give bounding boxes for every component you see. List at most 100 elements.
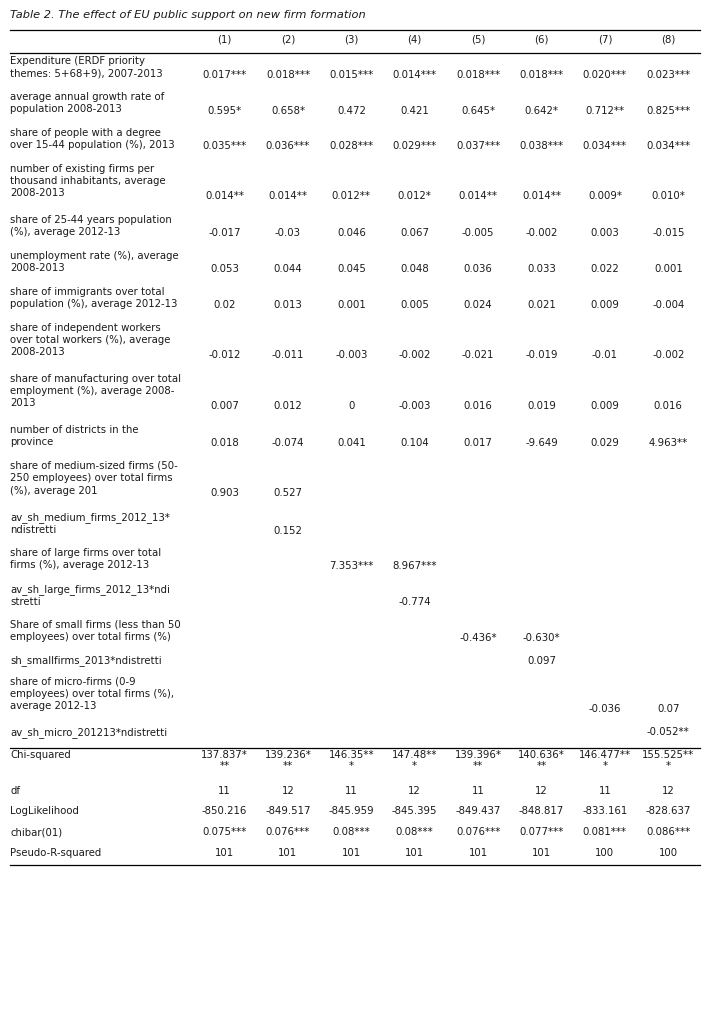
Text: 0.028***: 0.028*** <box>329 142 374 151</box>
Text: -0.021: -0.021 <box>462 350 494 359</box>
Text: average annual growth rate of
population 2008-2013: average annual growth rate of population… <box>10 91 164 114</box>
Text: -850.216: -850.216 <box>202 806 247 816</box>
Text: 0.019: 0.019 <box>527 402 556 411</box>
Text: -0.052**: -0.052** <box>647 727 689 737</box>
Text: 0.077***: 0.077*** <box>520 827 564 837</box>
Text: Pseudo-R-squared: Pseudo-R-squared <box>10 848 102 858</box>
Text: 0.001: 0.001 <box>337 300 366 310</box>
Text: (6): (6) <box>534 34 548 44</box>
Text: 12: 12 <box>535 786 548 796</box>
Text: -9.649: -9.649 <box>525 439 558 449</box>
Text: 139.396*
**: 139.396* ** <box>455 750 502 771</box>
Text: 146.477**
*: 146.477** * <box>579 750 631 771</box>
Text: av_sh_micro_201213*ndistretti: av_sh_micro_201213*ndistretti <box>10 727 167 738</box>
Text: share of people with a degree
over 15-44 population (%), 2013: share of people with a degree over 15-44… <box>10 127 175 150</box>
Text: 0.009: 0.009 <box>591 402 620 411</box>
Text: 0.067: 0.067 <box>400 228 429 238</box>
Text: 137.837*
**: 137.837* ** <box>201 750 248 771</box>
Text: 155.525**
*: 155.525** * <box>642 750 694 771</box>
Text: 0.021: 0.021 <box>527 300 556 310</box>
Text: unemployment rate (%), average
2008-2013: unemployment rate (%), average 2008-2013 <box>10 251 178 273</box>
Text: 101: 101 <box>532 848 551 858</box>
Text: Expenditure (ERDF priority
themes: 5+68+9), 2007-2013: Expenditure (ERDF priority themes: 5+68+… <box>10 55 163 78</box>
Text: 7.353***: 7.353*** <box>329 562 374 571</box>
Text: 0.035***: 0.035*** <box>202 142 247 151</box>
Text: 0.046: 0.046 <box>337 228 366 238</box>
Text: 0.104: 0.104 <box>400 439 429 449</box>
Text: 0.595*: 0.595* <box>207 106 242 115</box>
Text: 0: 0 <box>348 402 355 411</box>
Text: -0.002: -0.002 <box>525 228 558 238</box>
Text: -0.003: -0.003 <box>335 350 367 359</box>
Text: 101: 101 <box>342 848 361 858</box>
Text: 100: 100 <box>595 848 615 858</box>
Text: 0.016: 0.016 <box>464 402 493 411</box>
Text: 101: 101 <box>469 848 488 858</box>
Text: -0.015: -0.015 <box>652 228 685 238</box>
Text: (1): (1) <box>217 34 232 44</box>
Text: -0.074: -0.074 <box>271 439 304 449</box>
Text: 0.086***: 0.086*** <box>646 827 690 837</box>
Text: -0.002: -0.002 <box>398 350 431 359</box>
Text: 0.033: 0.033 <box>527 264 556 274</box>
Text: 0.009*: 0.009* <box>588 191 622 201</box>
Text: 0.029: 0.029 <box>591 439 620 449</box>
Text: Table 2. The effect of EU public support on new firm formation: Table 2. The effect of EU public support… <box>10 10 366 20</box>
Text: 0.075***: 0.075*** <box>202 827 247 837</box>
Text: 8.967***: 8.967*** <box>393 562 437 571</box>
Text: 0.023***: 0.023*** <box>646 70 690 80</box>
Text: 0.037***: 0.037*** <box>456 142 501 151</box>
Text: 0.005: 0.005 <box>400 300 429 310</box>
Text: 0.009: 0.009 <box>591 300 620 310</box>
Text: 0.013: 0.013 <box>274 300 302 310</box>
Text: 0.034***: 0.034*** <box>583 142 627 151</box>
Text: 0.024: 0.024 <box>464 300 493 310</box>
Text: 0.018***: 0.018*** <box>266 70 310 80</box>
Text: -0.011: -0.011 <box>271 350 304 359</box>
Text: av_sh_large_firms_2012_13*ndi
stretti: av_sh_large_firms_2012_13*ndi stretti <box>10 583 170 607</box>
Text: 12: 12 <box>662 786 675 796</box>
Text: 11: 11 <box>599 786 611 796</box>
Text: (2): (2) <box>281 34 295 44</box>
Text: -849.517: -849.517 <box>265 806 311 816</box>
Text: 0.08***: 0.08*** <box>396 827 434 837</box>
Text: 0.015***: 0.015*** <box>329 70 374 80</box>
Text: av_sh_medium_firms_2012_13*
ndistretti: av_sh_medium_firms_2012_13* ndistretti <box>10 511 170 535</box>
Text: 0.053: 0.053 <box>210 264 239 274</box>
Text: 0.097: 0.097 <box>527 655 556 665</box>
Text: 101: 101 <box>278 848 298 858</box>
Text: 0.903: 0.903 <box>210 488 239 498</box>
Text: -0.003: -0.003 <box>398 402 431 411</box>
Text: -0.019: -0.019 <box>525 350 558 359</box>
Text: 0.076***: 0.076*** <box>266 827 310 837</box>
Text: 101: 101 <box>215 848 234 858</box>
Text: (3): (3) <box>344 34 359 44</box>
Text: 0.018: 0.018 <box>210 439 239 449</box>
Text: chibar(01): chibar(01) <box>10 827 62 837</box>
Text: 0.472: 0.472 <box>337 106 366 115</box>
Text: sh_smallfirms_2013*ndistretti: sh_smallfirms_2013*ndistretti <box>10 655 161 667</box>
Text: 0.041: 0.041 <box>337 439 366 449</box>
Text: (4): (4) <box>407 34 422 44</box>
Text: -0.017: -0.017 <box>208 228 241 238</box>
Text: 101: 101 <box>405 848 424 858</box>
Text: LogLikelihood: LogLikelihood <box>10 806 79 816</box>
Text: 0.007: 0.007 <box>210 402 239 411</box>
Text: share of independent workers
over total workers (%), average
2008-2013: share of independent workers over total … <box>10 322 171 357</box>
Text: 0.014**: 0.014** <box>269 191 307 201</box>
Text: -0.036: -0.036 <box>589 703 621 714</box>
Text: 0.421: 0.421 <box>400 106 429 115</box>
Text: 0.014**: 0.014** <box>205 191 244 201</box>
Text: 0.036***: 0.036*** <box>266 142 310 151</box>
Text: 0.018***: 0.018*** <box>520 70 563 80</box>
Text: -0.774: -0.774 <box>398 598 431 607</box>
Text: -845.395: -845.395 <box>392 806 438 816</box>
Text: -833.161: -833.161 <box>582 806 627 816</box>
Text: share of manufacturing over total
employment (%), average 2008-
2013: share of manufacturing over total employ… <box>10 374 181 409</box>
Text: -0.630*: -0.630* <box>522 634 560 643</box>
Text: -0.004: -0.004 <box>652 300 685 310</box>
Text: 0.02: 0.02 <box>214 300 235 310</box>
Text: 0.152: 0.152 <box>274 526 302 535</box>
Text: 0.022: 0.022 <box>591 264 619 274</box>
Text: share of 25-44 years population
(%), average 2012-13: share of 25-44 years population (%), ave… <box>10 215 172 237</box>
